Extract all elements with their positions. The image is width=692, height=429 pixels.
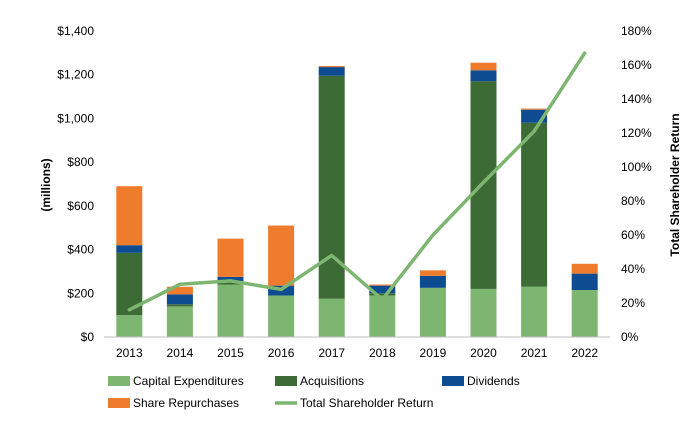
bar-capital-expenditures-2013 [116, 315, 143, 337]
bars [116, 62, 598, 337]
legend-label-capital-expenditures: Capital Expenditures [133, 374, 244, 388]
y2-tick-label: 180% [621, 24, 652, 38]
bar-dividends-2019 [419, 275, 446, 288]
x-tick-label: 2013 [116, 346, 143, 360]
y2-axis-title: Total Shareholder Return [668, 113, 682, 256]
y2-tick-label: 60% [621, 228, 645, 242]
legend-swatch-share-repurchases [108, 398, 130, 408]
y-tick-label: $1,200 [57, 68, 94, 82]
y-tick-label: $600 [67, 199, 94, 213]
bar-dividends-2017 [318, 67, 345, 76]
bar-dividends-2013 [116, 245, 143, 253]
bar-share-repurchases-2018 [369, 284, 396, 286]
bar-capital-expenditures-2022 [571, 290, 598, 337]
legend-swatch-acquisitions [275, 376, 297, 386]
bar-share-repurchases-2014 [166, 286, 193, 295]
y2-tick-label: 120% [621, 126, 652, 140]
x-axis-ticks: 2013 2014 2015 2016 2017 2018 2019 2020 2021 2022 [116, 346, 598, 360]
x-tick-label: 2014 [167, 346, 194, 360]
x-tick-label: 2016 [268, 346, 295, 360]
y-axis-title: (millions) [39, 158, 53, 211]
y2-axis-ticks: 0% 20% 40% 60% 80% 100% 120% 140% 160% 180% [621, 24, 652, 344]
y2-tick-label: 40% [621, 262, 645, 276]
bar-dividends-2020 [470, 70, 497, 82]
x-tick-label: 2018 [369, 346, 396, 360]
legend-swatch-dividends [442, 376, 464, 386]
bar-share-repurchases-2017 [318, 65, 345, 68]
legend: Capital Expenditures Acquisitions Dividend… [108, 374, 520, 410]
bar-capital-expenditures-2017 [318, 298, 345, 337]
y-tick-label: $400 [67, 243, 94, 257]
y-tick-label: $800 [67, 155, 94, 169]
y-tick-label: $1,400 [57, 24, 94, 38]
bar-share-repurchases-2015 [217, 238, 244, 277]
bar-dividends-2015 [217, 276, 244, 282]
legend-swatch-capital-expenditures [108, 376, 130, 386]
bar-share-repurchases-2013 [116, 186, 143, 246]
bar-capital-expenditures-2020 [470, 288, 497, 337]
x-tick-label: 2019 [420, 346, 447, 360]
bar-acquisitions-2021 [521, 122, 548, 287]
bar-acquisitions-2020 [470, 81, 497, 289]
bar-dividends-2014 [166, 294, 193, 305]
y-axis-ticks: $0 $200 $400 $600 $800 $1,000 $1,200 $1,400 [57, 24, 94, 344]
series-line-total-shareholder-return [127, 51, 587, 312]
bar-dividends-2018 [369, 285, 396, 294]
legend-label-dividends: Dividends [467, 374, 520, 388]
y-tick-label: $0 [81, 330, 95, 344]
bar-acquisitions-2015 [217, 281, 244, 285]
y2-tick-label: 20% [621, 296, 645, 310]
bar-share-repurchases-2020 [470, 62, 497, 71]
y2-tick-label: 100% [621, 160, 652, 174]
bar-capital-expenditures-2014 [166, 306, 193, 337]
bar-capital-expenditures-2016 [268, 295, 295, 337]
x-tick-label: 2022 [571, 346, 598, 360]
x-tick-label: 2015 [217, 346, 244, 360]
y-tick-label: $1,000 [57, 111, 94, 125]
x-tick-label: 2017 [318, 346, 345, 360]
bar-share-repurchases-2016 [268, 225, 295, 286]
x-tick-label: 2021 [521, 346, 548, 360]
y-tick-label: $200 [67, 286, 94, 300]
bar-acquisitions-2018 [369, 293, 396, 296]
y2-tick-label: 160% [621, 58, 652, 72]
bar-capital-expenditures-2019 [419, 287, 446, 337]
bar-share-repurchases-2021 [521, 108, 548, 110]
legend-label-acquisitions: Acquisitions [300, 374, 364, 388]
legend-label-share-repurchases: Share Repurchases [133, 396, 239, 410]
x-tick-label: 2020 [470, 346, 497, 360]
bar-capital-expenditures-2018 [369, 295, 396, 337]
bar-capital-expenditures-2021 [521, 286, 548, 337]
bar-acquisitions-2014 [166, 304, 193, 307]
bar-share-repurchases-2019 [419, 270, 446, 276]
bar-share-repurchases-2022 [571, 263, 598, 274]
bar-dividends-2022 [571, 273, 598, 291]
legend-label-total-shareholder-return: Total Shareholder Return [300, 396, 433, 410]
y2-tick-label: 0% [621, 330, 639, 344]
bar-capital-expenditures-2015 [217, 284, 244, 337]
y2-tick-label: 80% [621, 194, 645, 208]
y2-tick-label: 140% [621, 92, 652, 106]
